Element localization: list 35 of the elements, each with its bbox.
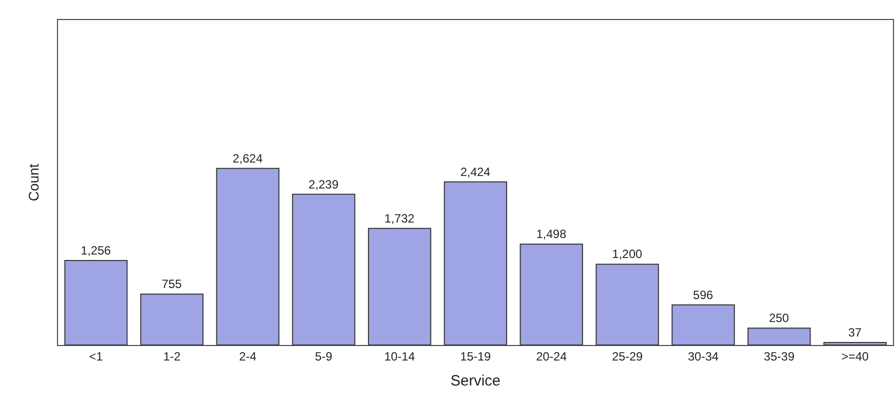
data-label: 250 <box>768 311 790 326</box>
data-label: 1,200 <box>612 247 642 262</box>
data-label: 755 <box>162 277 182 292</box>
data-label: 2,239 <box>308 177 339 192</box>
bar <box>292 194 356 345</box>
data-label: 2,624 <box>232 151 263 166</box>
x-tick-label: 20-24 <box>536 349 568 364</box>
x-tick-label: 35-39 <box>764 349 795 364</box>
bar <box>140 294 204 345</box>
x-tick-label: <1 <box>89 349 104 364</box>
bar <box>368 228 432 345</box>
data-label: 1,498 <box>536 227 567 242</box>
x-axis-title: Service <box>450 372 501 390</box>
data-label: 1,732 <box>384 211 415 226</box>
bar <box>444 181 508 345</box>
bar <box>672 304 735 345</box>
data-label: 596 <box>693 288 714 302</box>
data-label: 37 <box>848 326 862 340</box>
bar <box>596 264 659 345</box>
x-tick-label: 30-34 <box>688 349 719 364</box>
bar <box>216 168 280 345</box>
bar <box>64 260 128 345</box>
y-axis-title: Count <box>26 164 42 202</box>
x-tick-label: 25-29 <box>612 349 643 364</box>
data-label: 1,256 <box>80 243 112 258</box>
data-label: 2,424 <box>460 164 491 179</box>
bar <box>520 244 584 345</box>
x-tick-label: 2-4 <box>239 349 257 364</box>
x-tick-label: 10-14 <box>384 349 416 364</box>
bar <box>823 342 887 345</box>
x-tick-label: 1-2 <box>163 349 181 364</box>
x-tick-label: 5-9 <box>315 349 333 364</box>
x-tick-label: 15-19 <box>460 349 492 364</box>
x-tick-label: >=40 <box>841 349 870 364</box>
bar <box>748 328 811 345</box>
